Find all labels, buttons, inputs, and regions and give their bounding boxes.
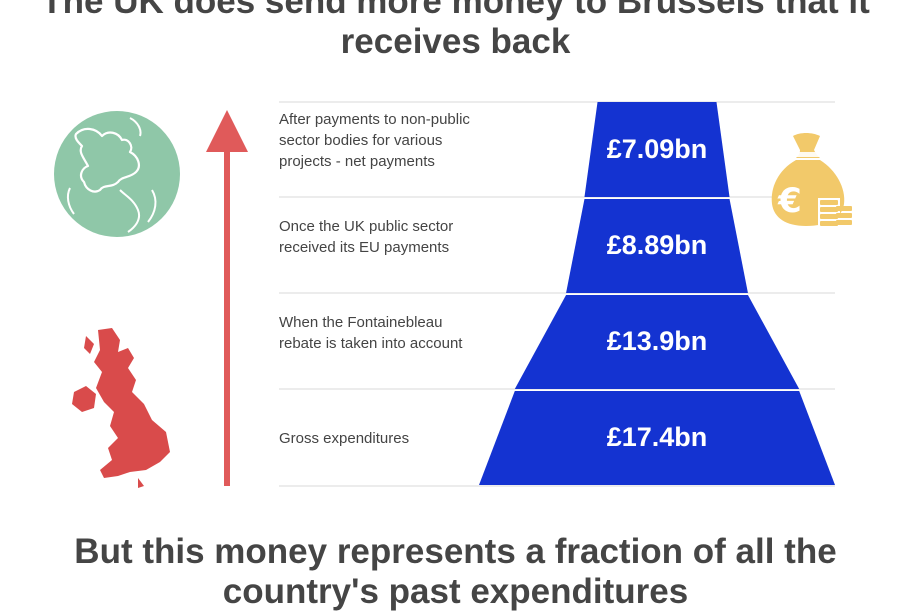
stage-label-public-sector: Once the UK public sector received its E…: [279, 218, 454, 256]
bottom-headline: But this money represents a fraction of …: [74, 532, 837, 611]
stage-value-gross: £17.4bn: [606, 422, 708, 452]
stage-label-net-payments: After payments to non-public sector bodi…: [279, 111, 470, 170]
globe-europe-icon: [54, 111, 180, 237]
top-headline: The UK does send more money to Brussels …: [41, 0, 870, 61]
stage-value-fontainebleau: £13.9bn: [606, 326, 708, 356]
funnel-segment-4: [479, 391, 835, 485]
euro-symbol: €: [777, 181, 802, 221]
funnel-segment-2: [566, 199, 748, 293]
stage-value-net-payments: £7.09bn: [606, 134, 708, 164]
funnel-chart: [479, 102, 835, 485]
uk-map-icon: [72, 328, 170, 488]
up-arrow-icon: [206, 110, 248, 486]
funnel-segment-3: [514, 295, 800, 389]
stage-label-gross: Gross expenditures: [279, 430, 410, 447]
euro-money-bag-icon: €: [771, 133, 852, 226]
stage-value-public-sector: £8.89bn: [606, 230, 708, 260]
funnel-segment-1: [584, 102, 730, 197]
stage-label-fontainebleau: When the Fontainebleau rebate is taken i…: [279, 314, 463, 352]
